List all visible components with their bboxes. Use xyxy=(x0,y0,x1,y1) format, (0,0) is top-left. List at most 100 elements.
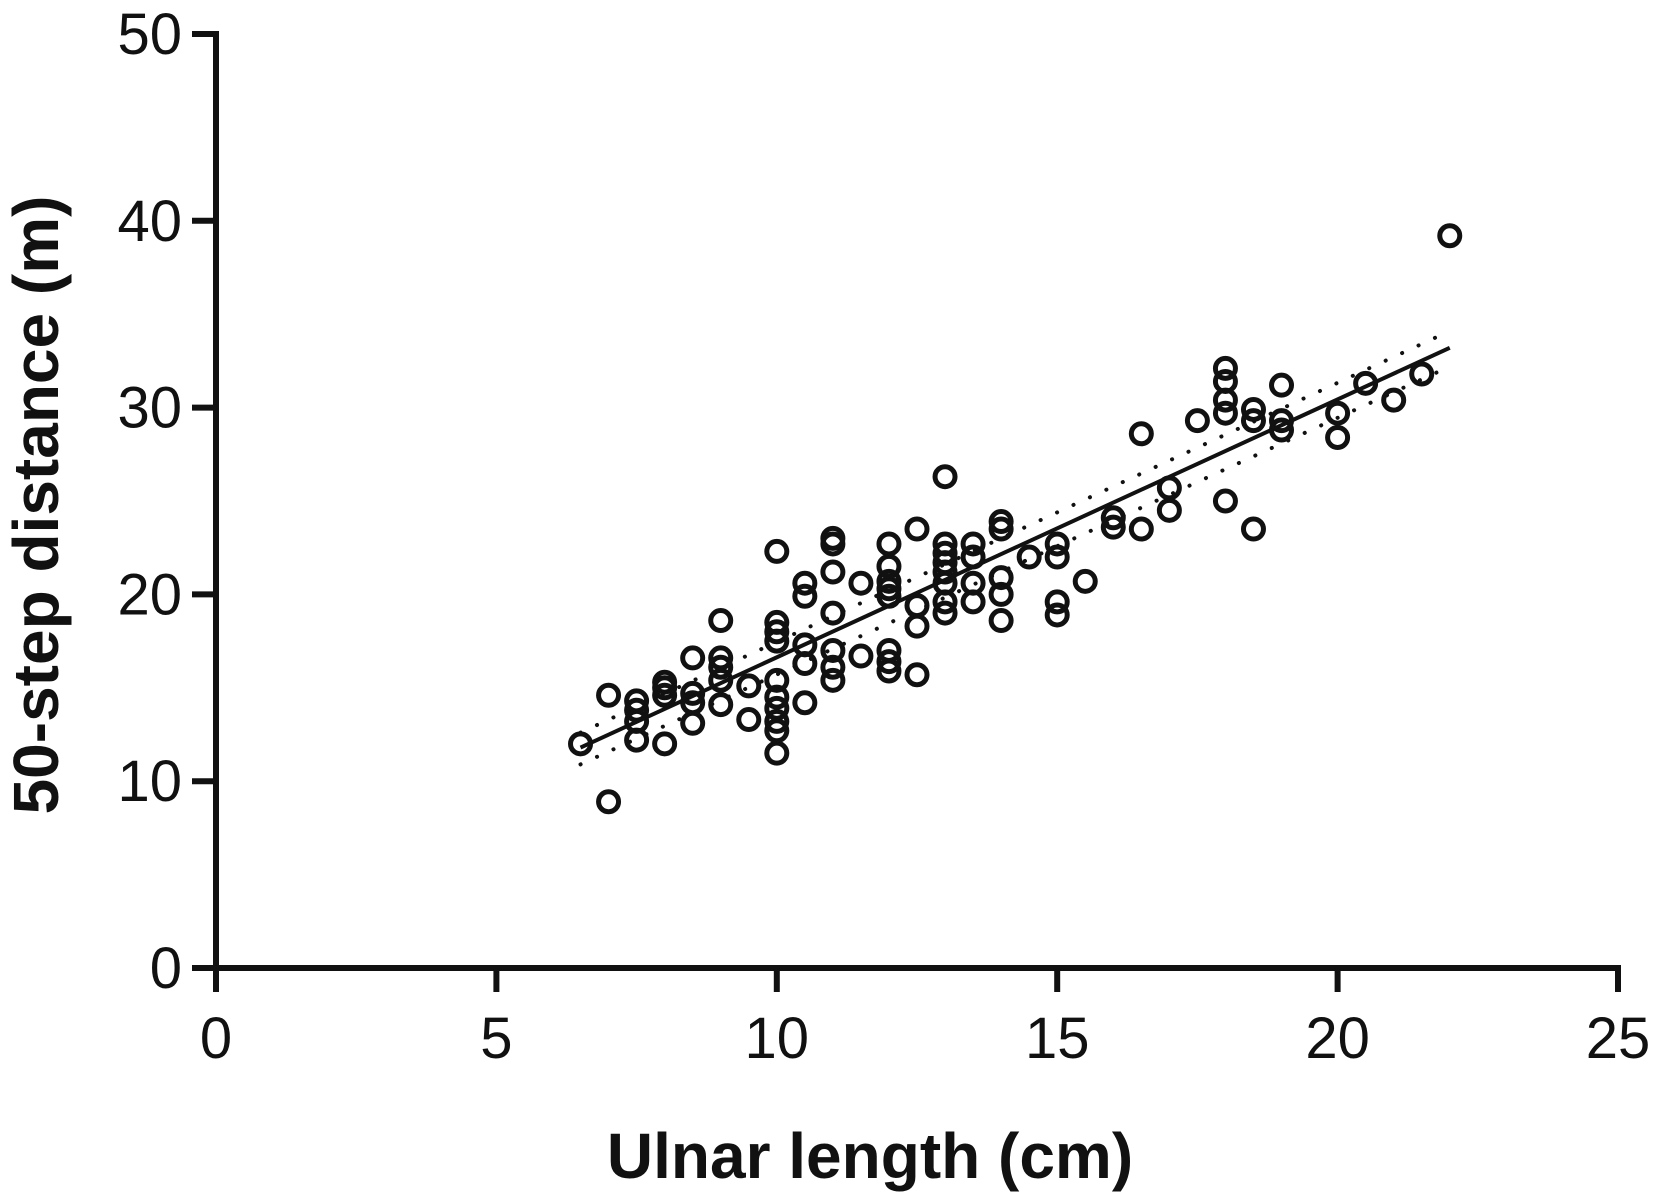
data-point xyxy=(764,538,790,564)
data-point xyxy=(596,682,622,708)
x-tick-label: 15 xyxy=(1025,1006,1090,1071)
data-point xyxy=(988,608,1014,634)
data-point xyxy=(904,593,930,619)
data-point xyxy=(708,645,734,671)
x-tick-label: 5 xyxy=(480,1006,512,1071)
data-point xyxy=(1044,589,1070,615)
y-tick-label: 40 xyxy=(117,189,182,254)
data-point xyxy=(820,600,846,626)
data-point xyxy=(988,581,1014,607)
y-tick-label: 50 xyxy=(117,2,182,67)
data-point xyxy=(820,667,846,693)
data-point xyxy=(988,509,1014,535)
data-point xyxy=(932,540,958,566)
data-point xyxy=(764,684,790,710)
data-point xyxy=(652,669,678,695)
data-point xyxy=(1156,497,1182,523)
data-point xyxy=(680,710,706,736)
data-point xyxy=(1212,355,1238,381)
x-tick-label: 25 xyxy=(1586,1006,1651,1071)
data-point xyxy=(904,662,930,688)
data-point xyxy=(708,608,734,634)
data-point xyxy=(1212,488,1238,514)
data-point xyxy=(624,697,650,723)
confidence-band-upper xyxy=(578,329,1452,735)
data-point xyxy=(1212,400,1238,426)
data-point xyxy=(1269,417,1295,443)
data-point xyxy=(1128,516,1154,542)
y-tick-label: 20 xyxy=(117,562,182,627)
data-point xyxy=(764,708,790,734)
confidence-band xyxy=(578,329,1452,767)
data-point xyxy=(1325,424,1351,450)
data-point xyxy=(736,707,762,733)
regression-line xyxy=(579,346,1451,750)
data-point xyxy=(1437,223,1463,249)
data-point xyxy=(876,649,902,675)
y-tick-label: 0 xyxy=(150,936,182,1001)
data-point xyxy=(764,667,790,693)
data-point xyxy=(820,525,846,551)
data-point xyxy=(960,570,986,596)
data-point xyxy=(764,695,790,721)
data-point xyxy=(1156,475,1182,501)
y-axis-title: 50-step distance (m) xyxy=(0,196,72,815)
data-point xyxy=(792,570,818,596)
data-point xyxy=(624,688,650,714)
data-point xyxy=(960,544,986,570)
data-point xyxy=(1409,361,1435,387)
data-point xyxy=(1072,568,1098,594)
data-point xyxy=(708,692,734,718)
data-point xyxy=(1325,400,1351,426)
data-point xyxy=(764,619,790,645)
data-point xyxy=(792,632,818,658)
data-point xyxy=(1016,544,1042,570)
data-point xyxy=(1100,505,1126,531)
data-point xyxy=(680,690,706,716)
data-point xyxy=(792,583,818,609)
data-point xyxy=(1381,387,1407,413)
data-point xyxy=(792,690,818,716)
data-point xyxy=(1240,396,1266,422)
data-point xyxy=(876,531,902,557)
tick-labels: 0 5 10 15 20 25 0 10 20 30 40 50 xyxy=(117,2,1650,1071)
data-point xyxy=(932,464,958,490)
data-point xyxy=(1044,531,1070,557)
data-point xyxy=(820,559,846,585)
data-point xyxy=(876,637,902,663)
confidence-band-lower xyxy=(578,364,1452,767)
data-point xyxy=(708,654,734,680)
data-point xyxy=(848,643,874,669)
data-point xyxy=(1269,372,1295,398)
data-point xyxy=(932,531,958,557)
data-point xyxy=(820,654,846,680)
data-point xyxy=(680,680,706,706)
data-point xyxy=(904,613,930,639)
data-point xyxy=(1212,368,1238,394)
data-point xyxy=(904,516,930,542)
data-point xyxy=(1044,544,1070,570)
x-tick-label: 0 xyxy=(200,1006,232,1071)
y-tick-label: 10 xyxy=(117,749,182,814)
data-point xyxy=(988,565,1014,591)
data-point xyxy=(1044,602,1070,628)
data-point xyxy=(1269,408,1295,434)
data-point xyxy=(764,740,790,766)
x-tick-label: 10 xyxy=(745,1006,810,1071)
x-axis-title: Ulnar length (cm) xyxy=(607,1120,1133,1192)
data-point xyxy=(764,609,790,635)
data-points xyxy=(568,223,1463,815)
y-tick-label: 30 xyxy=(117,376,182,441)
data-point xyxy=(932,600,958,626)
data-point xyxy=(960,531,986,557)
data-point xyxy=(820,637,846,663)
data-point xyxy=(876,568,902,594)
data-point xyxy=(848,570,874,596)
x-tick-label: 20 xyxy=(1305,1006,1370,1071)
regression-line-group xyxy=(579,346,1451,750)
data-point xyxy=(596,789,622,815)
data-point xyxy=(1128,421,1154,447)
data-point xyxy=(1184,408,1210,434)
